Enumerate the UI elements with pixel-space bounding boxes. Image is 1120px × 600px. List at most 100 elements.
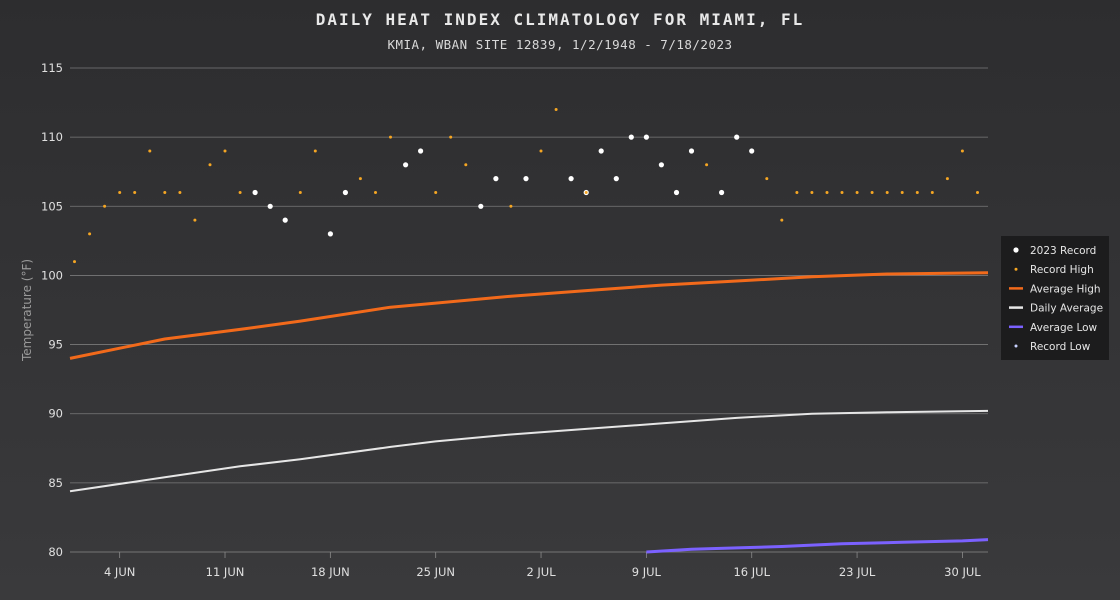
point-record-high (976, 191, 979, 194)
x-tick-label: 2 JUL (526, 565, 556, 579)
point-record-high (358, 177, 362, 181)
series-line-average-low (646, 538, 989, 554)
x-axis-ticks: 4 JUN 11 JUN 18 JUN 25 JUN 2 JUL 9 JUL 16 JUL 2… (104, 552, 981, 579)
legend-label: Record High (1030, 264, 1094, 276)
point-record-high (449, 135, 453, 139)
point-record-high (705, 163, 709, 167)
y-axis-label: Temperature (°F) (20, 259, 34, 362)
legend-swatch (1013, 247, 1019, 253)
point-record-high (870, 191, 874, 194)
point-record-high (238, 191, 242, 194)
point-2023-record (749, 148, 755, 154)
legend-label: Daily Average (1030, 303, 1103, 315)
point-record-high (915, 191, 919, 194)
point-2023-record (643, 134, 650, 140)
point-record-high (193, 218, 197, 222)
point-record-high (389, 135, 392, 139)
legend-box (1001, 236, 1109, 360)
legend-item-record-low[interactable]: Record Low (1014, 341, 1091, 353)
point-2023-record (478, 203, 484, 209)
point-record-high (178, 191, 182, 194)
point-2023-record (568, 176, 574, 182)
point-record-high (133, 191, 137, 194)
point-2023-record (267, 203, 273, 209)
x-tick-label: 16 JUL (733, 565, 770, 579)
point-2023-record (688, 148, 695, 154)
point-record-high (298, 191, 302, 194)
point-record-high (900, 191, 904, 194)
legend-item-average-low[interactable]: Average Low (1009, 322, 1098, 334)
series-line-daily-average (69, 409, 989, 493)
point-2023-record (342, 189, 348, 196)
point-2023-record (418, 148, 424, 154)
point-2023-record (628, 134, 634, 140)
point-record-high (464, 163, 468, 167)
point-record-high (103, 204, 107, 208)
y-tick-label: 110 (41, 130, 63, 144)
legend-label: Average Low (1030, 322, 1098, 334)
point-record-high (960, 149, 964, 153)
legend-label: Record Low (1030, 341, 1091, 353)
y-tick-label: 105 (41, 199, 63, 213)
legend-item-2023-record[interactable]: 2023 Record (1013, 245, 1096, 257)
point-record-high (223, 149, 227, 153)
point-record-high (810, 191, 814, 194)
legend[interactable]: 2023 Record Record High Average High Daily … (1001, 236, 1109, 360)
point-record-high (539, 149, 543, 153)
y-tick-label: 80 (48, 545, 63, 559)
point-record-high (434, 191, 438, 194)
legend-item-daily-average[interactable]: Daily Average (1009, 303, 1103, 315)
legend-label: 2023 Record (1030, 245, 1096, 257)
legend-label: Average High (1030, 283, 1101, 295)
y-tick-label: 85 (48, 476, 63, 490)
x-tick-label: 9 JUL (632, 565, 662, 579)
gridlines (70, 67, 988, 553)
legend-item-average-high[interactable]: Average High (1009, 283, 1101, 295)
point-2023-record (658, 162, 665, 168)
point-2023-record (282, 217, 288, 223)
point-record-high (840, 191, 844, 194)
point-2023-record (719, 189, 725, 196)
legend-swatch (1014, 267, 1018, 271)
series-line-average-high (69, 271, 989, 360)
x-tick-label: 25 JUN (416, 565, 455, 579)
point-2023-record (734, 134, 740, 140)
point-record-high (795, 191, 799, 194)
point-record-high (118, 191, 122, 194)
y-tick-label: 100 (41, 268, 63, 282)
x-tick-label: 4 JUN (104, 565, 135, 579)
y-tick-label: 95 (48, 338, 63, 352)
chart-subtitle: KMIA, WBAN SITE 12839, 1/2/1948 - 7/18/2… (387, 37, 732, 52)
y-tick-label: 115 (41, 61, 63, 75)
point-record-high (509, 204, 513, 208)
point-record-high (208, 163, 212, 167)
point-record-high (313, 149, 317, 153)
point-2023-record (327, 231, 333, 237)
point-record-high (88, 232, 92, 236)
point-2023-record (252, 189, 258, 196)
point-record-high (765, 177, 769, 181)
point-record-high (885, 191, 889, 194)
x-tick-label: 11 JUN (206, 565, 245, 579)
legend-swatch (1014, 344, 1018, 348)
point-2023-record (493, 176, 499, 182)
point-record-high (163, 191, 167, 194)
point-2023-record (598, 148, 604, 154)
y-tick-label: 90 (48, 407, 63, 421)
chart-title: DAILY HEAT INDEX CLIMATOLOGY FOR MIAMI, … (316, 10, 805, 29)
point-record-high (148, 149, 152, 153)
point-2023-record (523, 176, 529, 182)
point-record-high (930, 191, 934, 194)
x-tick-label: 18 JUN (311, 565, 350, 579)
point-record-high (855, 191, 859, 194)
y-axis-ticks: 80 85 90 95 100 105 110 115 (41, 61, 63, 559)
point-record-high (73, 260, 76, 264)
legend-item-record-high[interactable]: Record High (1014, 264, 1094, 276)
x-tick-label: 30 JUL (944, 565, 981, 579)
point-record-high (584, 191, 588, 194)
point-record-high (825, 191, 829, 194)
point-2023-record (673, 189, 680, 196)
point-record-high (780, 218, 784, 222)
